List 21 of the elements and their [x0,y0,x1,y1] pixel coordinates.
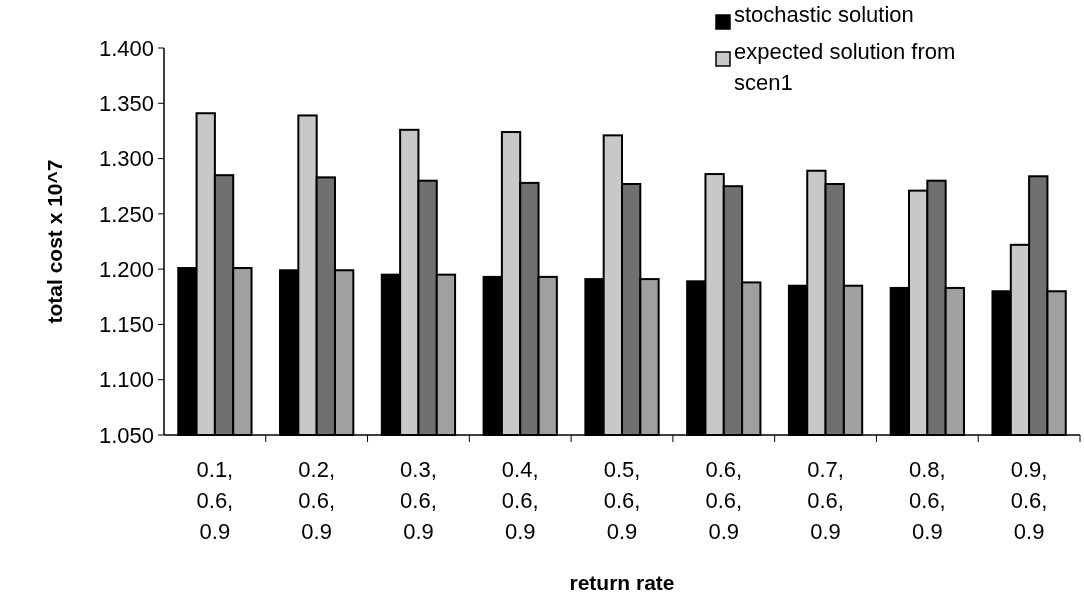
y-tick-label: 1.250 [98,201,154,227]
y-tick-label: 1.150 [98,312,154,338]
y-tick-label: 1.400 [98,35,154,61]
y-tick-label: 1.100 [98,367,154,393]
x-tick-label: 0.3, 0.6, 0.9 [400,457,437,544]
x-axis-title: return rate [569,571,675,594]
legend-label: stochastic solution [734,2,914,27]
x-tick-label: 0.7, 0.6, 0.9 [807,457,844,544]
y-axis-title: total cost x 10^7 [43,159,66,324]
y-tick-label: 1.300 [98,146,154,172]
x-tick-label: 0.6, 0.6, 0.9 [705,457,743,544]
x-tick-label: 0.1, 0.6, 0.9 [196,457,234,544]
legend-label: expected solution from scen1 [734,39,956,95]
y-tick-label: 1.050 [98,422,154,448]
x-tick-label: 0.2, 0.6, 0.9 [298,457,336,544]
x-tick-label: 0.4, 0.6, 0.9 [501,457,539,544]
y-tick-label: 1.200 [98,256,154,282]
x-tick-label: 0.8, 0.6, 0.9 [908,457,946,544]
y-tick-label: 1.350 [98,90,154,116]
x-tick-label: 0.9, 0.6, 0.9 [1010,457,1048,544]
x-tick-label: 0.5, 0.6, 0.9 [603,457,641,544]
